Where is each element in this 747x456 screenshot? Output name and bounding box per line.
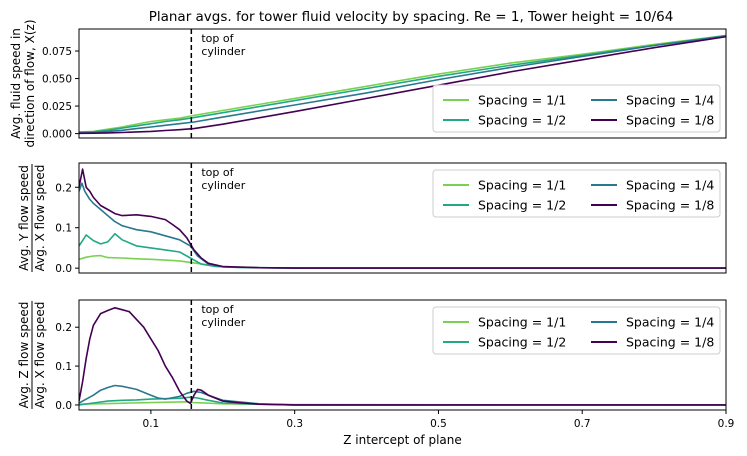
- legend-item-4: Spacing = 1/8: [591, 113, 714, 128]
- y-axis-label: Avg. Y flow speed Avg. X flow speed: [17, 164, 47, 272]
- legend-box: [432, 306, 721, 355]
- legend-label: Spacing = 1/1: [478, 315, 566, 330]
- x-tick-label: 0.1: [143, 418, 160, 430]
- legend-label: Spacing = 1/2: [478, 198, 566, 213]
- y-tick-label: 0.1: [55, 361, 72, 373]
- annotation-line: cylinder: [201, 45, 245, 58]
- y-tick: 0.1: [55, 361, 79, 373]
- legend: Spacing = 1/1 Spacing = 1/2 Spacing = 1/4 S…: [432, 306, 721, 355]
- y-label-line: Avg. fluid speed in: [9, 28, 23, 139]
- legend-item-1: Spacing = 1/1: [443, 93, 566, 108]
- y-tick-label: 0.075: [42, 46, 72, 58]
- panel-1: top of cylinder 0.000 0.025 0.050 0.075 Avg. f…: [9, 19, 727, 148]
- series-line-3: [79, 35, 726, 134]
- legend-item-3: Spacing = 1/4: [591, 93, 714, 108]
- annotation-line: top of: [201, 32, 234, 45]
- series-line-4: [79, 306, 726, 406]
- x-tick: 0.3: [286, 410, 303, 430]
- y-tick: 0.025: [42, 101, 79, 113]
- series-line-2: [79, 396, 726, 406]
- series-line-2: [79, 34, 726, 134]
- y-tick-label: 0.0: [55, 263, 72, 275]
- y-tick-label: 0.1: [55, 223, 72, 235]
- panel-2: top of cylinder 0.0 0.1 0.2 Avg. Y flow speed…: [17, 162, 727, 275]
- legend-label: Spacing = 1/8: [626, 113, 714, 128]
- y-tick-label: 0.2: [55, 182, 72, 194]
- legend-item-2: Spacing = 1/2: [443, 335, 566, 350]
- y-tick-label: 0.050: [42, 74, 72, 86]
- x-axis-label: Z intercept of plane: [343, 433, 462, 447]
- legend-label: Spacing = 1/4: [626, 178, 714, 193]
- y-label-numerator: Avg. Y flow speed: [17, 165, 31, 271]
- legend-item-1: Spacing = 1/1: [443, 178, 566, 193]
- annotation-line: top of: [201, 303, 234, 316]
- y-tick: 0.075: [42, 46, 79, 58]
- chart-title: Planar avgs. for tower fluid velocity by…: [149, 9, 674, 25]
- x-tick: 0.1: [143, 410, 160, 430]
- annotation-line: top of: [201, 166, 234, 179]
- axes-frame: [78, 299, 727, 411]
- series-lines: [79, 306, 726, 406]
- legend-label: Spacing = 1/1: [478, 178, 566, 193]
- axes-frame: [78, 162, 727, 274]
- legend-box: [432, 84, 721, 133]
- annotation-line: cylinder: [201, 179, 245, 192]
- x-tick: 0.7: [574, 410, 591, 430]
- series-line-1: [79, 34, 726, 133]
- legend-item-4: Spacing = 1/8: [591, 335, 714, 350]
- y-label-denominator: Avg. X flow speed: [33, 165, 47, 272]
- y-tick-label: 0.000: [42, 129, 72, 141]
- legend-label: Spacing = 1/8: [626, 198, 714, 213]
- legend-item-1: Spacing = 1/1: [443, 315, 566, 330]
- y-label-line: direction of flow, X(z): [23, 19, 37, 147]
- cylinder-annotation: top of cylinder: [201, 303, 245, 329]
- y-tick: 0.2: [55, 182, 79, 194]
- panel-3: top of cylinder 0.0 0.1 0.2 0.1 0.3 0.5 0.7 0.9 Z …: [17, 299, 735, 447]
- x-tick-label: 0.5: [430, 418, 447, 430]
- legend-label: Spacing = 1/8: [626, 335, 714, 350]
- legend-item-2: Spacing = 1/2: [443, 198, 566, 213]
- y-tick: 0.1: [55, 223, 79, 235]
- y-tick: 0.050: [42, 74, 79, 86]
- series-lines: [79, 34, 726, 135]
- axes-frame: [78, 28, 727, 139]
- y-tick: 0.2: [55, 322, 79, 334]
- legend-label: Spacing = 1/4: [626, 315, 714, 330]
- legend-label: Spacing = 1/4: [626, 93, 714, 108]
- legend-label: Spacing = 1/2: [478, 113, 566, 128]
- x-tick-label: 0.3: [286, 418, 303, 430]
- cylinder-annotation: top of cylinder: [201, 32, 245, 58]
- x-tick-label: 0.7: [574, 418, 591, 430]
- legend: Spacing = 1/1 Spacing = 1/2 Spacing = 1/4 S…: [432, 169, 721, 218]
- legend-item-3: Spacing = 1/4: [591, 178, 714, 193]
- legend-item-4: Spacing = 1/8: [591, 198, 714, 213]
- legend-box: [432, 169, 721, 218]
- legend: Spacing = 1/1 Spacing = 1/2 Spacing = 1/4 S…: [432, 84, 721, 133]
- series-lines: [79, 168, 726, 269]
- cylinder-annotation: top of cylinder: [201, 166, 245, 192]
- y-tick-label: 0.0: [55, 400, 72, 412]
- y-axis-label: Avg. fluid speed indirection of flow, X(…: [9, 19, 37, 147]
- x-tick: 0.9: [718, 410, 735, 430]
- series-line-4: [79, 35, 726, 135]
- annotation-line: cylinder: [201, 316, 245, 329]
- legend-item-2: Spacing = 1/2: [443, 113, 566, 128]
- y-tick: 0.0: [55, 400, 79, 412]
- y-tick-label: 0.2: [55, 322, 72, 334]
- y-axis-label: Avg. Z flow speed Avg. X flow speed: [17, 301, 47, 409]
- legend-label: Spacing = 1/2: [478, 335, 566, 350]
- y-label-numerator: Avg. Z flow speed: [17, 302, 31, 409]
- y-tick-label: 0.025: [42, 101, 72, 113]
- legend-label: Spacing = 1/1: [478, 93, 566, 108]
- legend-item-3: Spacing = 1/4: [591, 315, 714, 330]
- y-tick: 0.000: [42, 129, 79, 141]
- y-tick: 0.0: [55, 263, 79, 275]
- y-label-denominator: Avg. X flow speed: [33, 302, 47, 409]
- x-tick-label: 0.9: [718, 418, 735, 430]
- x-tick: 0.5: [430, 410, 447, 430]
- series-line-1: [79, 254, 726, 269]
- series-line-4: [79, 168, 726, 269]
